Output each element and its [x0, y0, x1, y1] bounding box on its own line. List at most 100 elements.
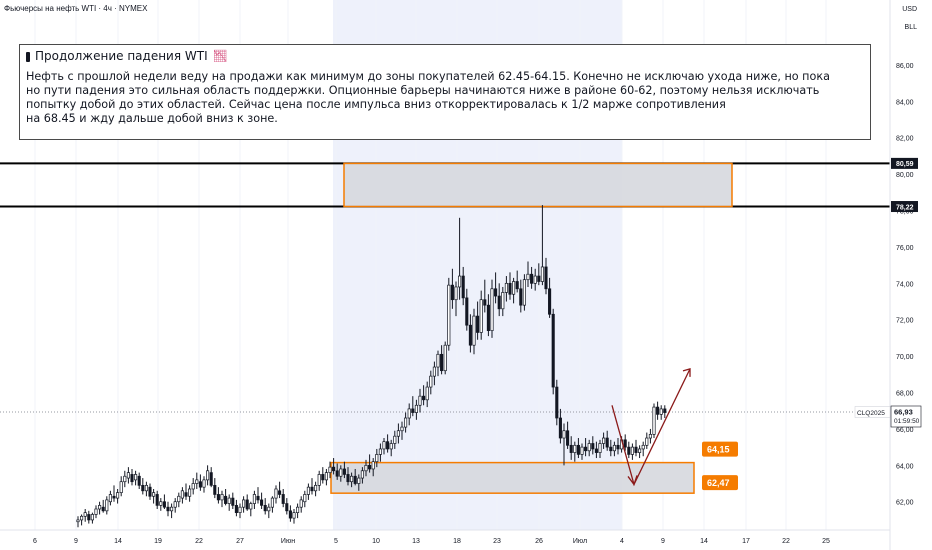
- candle-body: [350, 475, 354, 483]
- candle-body: [285, 503, 289, 512]
- candle-body: [335, 470, 339, 477]
- candle-body: [299, 499, 303, 508]
- lower-line-tag: 78,22: [896, 204, 914, 211]
- candle-body: [288, 510, 292, 519]
- candle-body: [558, 417, 562, 439]
- candle-body: [612, 444, 616, 452]
- unit-label[interactable]: BLL: [904, 24, 917, 31]
- candle-body: [630, 446, 634, 455]
- time-tick-label: 9: [74, 538, 78, 545]
- candle-body: [537, 275, 541, 282]
- time-tick-label: Июл: [573, 538, 587, 545]
- candle-body: [346, 474, 350, 483]
- price-tick-label: 82,00: [896, 136, 914, 143]
- price-tick-label: 74,00: [896, 281, 914, 288]
- candle-body: [627, 446, 631, 455]
- candle-body: [206, 470, 210, 481]
- candle-body: [360, 470, 364, 479]
- candle-body: [245, 499, 249, 510]
- candle-body: [472, 315, 476, 346]
- time-tick-label: 6: [33, 538, 37, 545]
- candle-body: [490, 288, 494, 331]
- candle-body: [242, 499, 246, 508]
- candle-body: [584, 446, 588, 452]
- candle-body: [648, 434, 652, 439]
- time-tick-label: Июн: [281, 538, 295, 545]
- candle-body: [234, 505, 238, 513]
- candle-body: [562, 430, 566, 439]
- time-tick-label: 4: [620, 538, 624, 545]
- candle-body: [371, 461, 375, 470]
- candle-body: [494, 288, 498, 297]
- time-tick-label: 22: [195, 538, 203, 545]
- candle-body: [407, 408, 411, 419]
- candle-body: [555, 386, 559, 419]
- candle-body: [274, 488, 278, 499]
- candle-body: [209, 472, 213, 486]
- currency-label[interactable]: USD: [902, 6, 917, 13]
- time-tick-label: 22: [782, 538, 790, 545]
- candle-body: [573, 444, 577, 453]
- candle-body: [126, 472, 130, 479]
- symbol-title[interactable]: Фьючерсы на нефть WTI · 4ч · NYMEX: [4, 4, 148, 13]
- time-tick-label: 18: [453, 538, 461, 545]
- price-tick-label: 78,00: [896, 209, 914, 216]
- time-tick-label: 27: [236, 538, 244, 545]
- candle-body: [468, 324, 472, 346]
- candle-body: [404, 417, 408, 428]
- candle-body: [159, 501, 163, 506]
- candle-body: [314, 484, 318, 492]
- candle-body: [414, 404, 418, 413]
- candle-body: [213, 484, 217, 495]
- candle-body: [519, 288, 523, 306]
- candle-body: [422, 395, 426, 401]
- candle-body: [310, 486, 314, 492]
- candle-body: [321, 474, 325, 481]
- candle-body: [533, 275, 537, 284]
- candle-body: [512, 281, 516, 295]
- candle-body: [652, 406, 656, 435]
- candle-body: [378, 448, 382, 455]
- candle-body: [332, 466, 336, 472]
- candle-body: [382, 441, 386, 450]
- candle-body: [98, 505, 102, 510]
- time-tick-label: 19: [154, 538, 162, 545]
- arrow-head-down: [627, 475, 638, 486]
- candle-body: [231, 497, 235, 506]
- candle-body: [638, 448, 642, 453]
- candle-body: [598, 443, 602, 453]
- candle-body: [569, 444, 573, 453]
- candle-body: [436, 353, 440, 368]
- price-axis: 86,00 84,00 82,00 80,00 78,00 76,00 74,00 72,00…: [889, 0, 914, 550]
- candle-body: [551, 313, 555, 388]
- candle-body: [465, 297, 469, 326]
- candle-body: [238, 506, 242, 513]
- price-zones: [330, 162, 733, 494]
- candle-body: [440, 353, 444, 372]
- candle-body: [432, 366, 436, 377]
- countdown-tag: 01:59:50: [894, 418, 920, 425]
- candle-body: [368, 464, 372, 470]
- candle-body: [641, 444, 645, 450]
- candle-body: [296, 506, 300, 513]
- candle-body: [497, 295, 501, 310]
- candle-body: [278, 490, 282, 495]
- time-tick-label: 9: [661, 538, 665, 545]
- time-tick-label: 17: [742, 538, 750, 545]
- candle-body: [386, 441, 390, 450]
- candle-body: [224, 495, 228, 504]
- candle-body: [504, 282, 508, 293]
- phone-icon: [26, 51, 30, 62]
- candle-body: [479, 299, 483, 333]
- candle-body: [396, 430, 400, 437]
- candle-body: [105, 499, 109, 512]
- candle-body: [605, 437, 609, 448]
- candle-body: [108, 494, 112, 503]
- candle-body: [256, 495, 260, 501]
- candle-body: [594, 448, 598, 453]
- candle-body: [450, 284, 454, 301]
- candle-body: [429, 375, 433, 388]
- candle-body: [548, 288, 552, 315]
- time-tick-label: 14: [700, 538, 708, 545]
